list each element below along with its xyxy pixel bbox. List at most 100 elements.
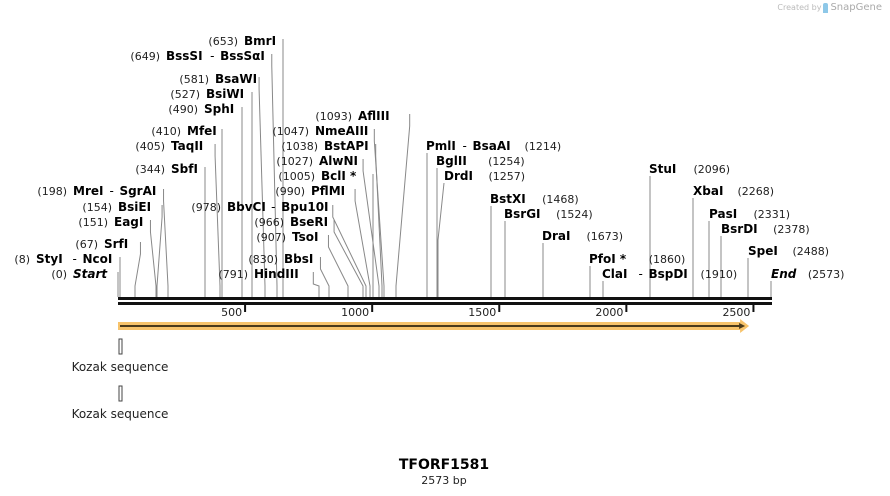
enzyme-name[interactable]: BclI *	[321, 169, 357, 183]
enzyme-name[interactable]: MreI	[73, 184, 103, 198]
enzyme-name[interactable]: AlwNI	[319, 154, 358, 168]
enzyme-name[interactable]: BsiEI	[118, 200, 151, 214]
enzyme-name[interactable]: PflMI	[311, 184, 345, 198]
enzyme-name[interactable]: SrfI	[104, 237, 128, 251]
enzyme-name[interactable]: SphI	[204, 102, 234, 116]
enzyme-name[interactable]: StuI	[649, 162, 676, 176]
enzyme-name-secondary[interactable]: BspDI	[648, 267, 687, 281]
enzyme-name[interactable]: StyI	[36, 252, 63, 266]
site-position: (2378)	[773, 223, 810, 236]
tick-label: 2500	[722, 306, 750, 319]
enzyme-name[interactable]: PmlI	[426, 139, 456, 153]
enzyme-name[interactable]: AflIII	[358, 109, 390, 123]
site-position: (2096)	[693, 163, 730, 176]
site-position: (1257)	[488, 170, 525, 183]
enzyme-name[interactable]: BglII	[436, 154, 467, 168]
enzyme-name[interactable]: NmeAIII	[315, 124, 368, 138]
snapgene-credit: Created by SnapGene	[777, 2, 882, 13]
enzyme-name[interactable]: SpeI	[748, 244, 778, 258]
isoschizomer-separator: -	[271, 200, 275, 214]
orf-arrow[interactable]	[118, 319, 750, 333]
enzyme-name[interactable]: MfeI	[187, 124, 217, 138]
site-position: (490)	[168, 103, 198, 116]
site-position: (966)	[254, 216, 284, 229]
credit-prefix: Created by	[777, 3, 822, 12]
tick-label: 1500	[468, 306, 496, 319]
enzyme-name[interactable]: DraI	[542, 229, 570, 243]
enzyme-name[interactable]: BbvCI	[227, 200, 266, 214]
enzyme-name[interactable]: End	[771, 267, 797, 281]
tick-mark	[371, 305, 374, 312]
enzyme-name[interactable]: BbsI	[284, 252, 313, 266]
site-position: (2488)	[792, 245, 829, 258]
backbone-top-strand	[118, 297, 772, 300]
site-position: (1910)	[701, 268, 738, 281]
enzyme-name[interactable]: BsaWI	[215, 72, 257, 86]
enzyme-name[interactable]: BsrDI	[721, 222, 758, 236]
enzyme-name[interactable]: HindIII	[254, 267, 299, 281]
enzyme-name[interactable]: Start	[73, 267, 108, 281]
enzyme-name[interactable]: BstXI	[490, 192, 526, 206]
features: Kozak sequence Kozak sequence	[72, 338, 168, 421]
site-position: (8)	[14, 253, 30, 266]
enzyme-name[interactable]: BstAPI	[324, 139, 369, 153]
enzyme-name[interactable]: BsrGI	[504, 207, 541, 221]
enzyme-name[interactable]: EagI	[114, 215, 143, 229]
leader-line	[134, 242, 141, 297]
tick-label: 1000	[341, 306, 369, 319]
leader-line	[271, 54, 278, 297]
enzyme-name-secondary[interactable]: NcoI	[82, 252, 112, 266]
leader-line	[327, 235, 349, 297]
site-position: (410)	[151, 125, 181, 138]
leader-line	[258, 77, 266, 297]
enzyme-name-secondary[interactable]: SgrAI	[119, 184, 156, 198]
isoschizomer-separator: -	[109, 184, 113, 198]
enzyme-name-secondary[interactable]: BssSαI	[220, 49, 265, 63]
site-position: (1005)	[278, 170, 315, 183]
enzyme-name[interactable]: PfoI *	[589, 252, 627, 266]
ruler-ticks: 500 1000 1500 2000 2500	[221, 305, 755, 319]
enzyme-name[interactable]: BmrI	[244, 34, 276, 48]
enzyme-name[interactable]: SbfI	[171, 162, 198, 176]
site-position: (1468)	[542, 193, 579, 206]
kozak-feature-marker[interactable]	[118, 338, 123, 355]
snapgene-logo-icon	[823, 2, 829, 13]
backbone-bottom-strand	[118, 302, 772, 305]
enzyme-name[interactable]: TsoI	[292, 230, 318, 244]
isoschizomer-separator: -	[638, 267, 642, 281]
site-position: (1047)	[272, 125, 309, 138]
kozak-feature-marker[interactable]	[118, 385, 123, 402]
site-position: (791)	[218, 268, 248, 281]
isoschizomer-separator: -	[210, 49, 214, 63]
tick-label: 2000	[595, 306, 623, 319]
enzyme-leader-lines	[117, 39, 772, 297]
enzyme-name[interactable]: ClaI	[602, 267, 627, 281]
enzyme-name[interactable]: BsiWI	[206, 87, 244, 101]
site-position: (581)	[179, 73, 209, 86]
orf-direction-icon	[739, 323, 746, 329]
leader-line	[312, 272, 320, 297]
leader-line	[437, 182, 445, 297]
enzyme-name[interactable]: TaqII	[171, 139, 203, 153]
site-position: (154)	[82, 201, 112, 214]
site-position: (405)	[135, 140, 165, 153]
enzyme-name[interactable]: PasI	[709, 207, 737, 221]
site-position: (1214)	[525, 140, 562, 153]
leader-line	[149, 220, 157, 297]
site-position: (198)	[37, 185, 67, 198]
enzyme-name[interactable]: DrdI	[444, 169, 473, 183]
enzyme-name-secondary[interactable]: BsaAI	[472, 139, 510, 153]
enzyme-name[interactable]: BssSI	[166, 49, 203, 63]
enzyme-name[interactable]: XbaI	[693, 184, 723, 198]
site-position: (830)	[248, 253, 278, 266]
leader-line	[375, 144, 383, 297]
enzyme-name[interactable]: BseRI	[290, 215, 328, 229]
leader-line	[395, 114, 411, 297]
enzyme-name-secondary[interactable]: Bpu10I	[281, 200, 328, 214]
site-position: (2573)	[808, 268, 845, 281]
enzyme-labels: (653) BmrI(649) BssSI - BssSαI(581) BsaWI(527…	[14, 34, 844, 281]
site-position: (1027)	[276, 155, 313, 168]
site-position: (151)	[78, 216, 108, 229]
site-position: (1254)	[488, 155, 525, 168]
